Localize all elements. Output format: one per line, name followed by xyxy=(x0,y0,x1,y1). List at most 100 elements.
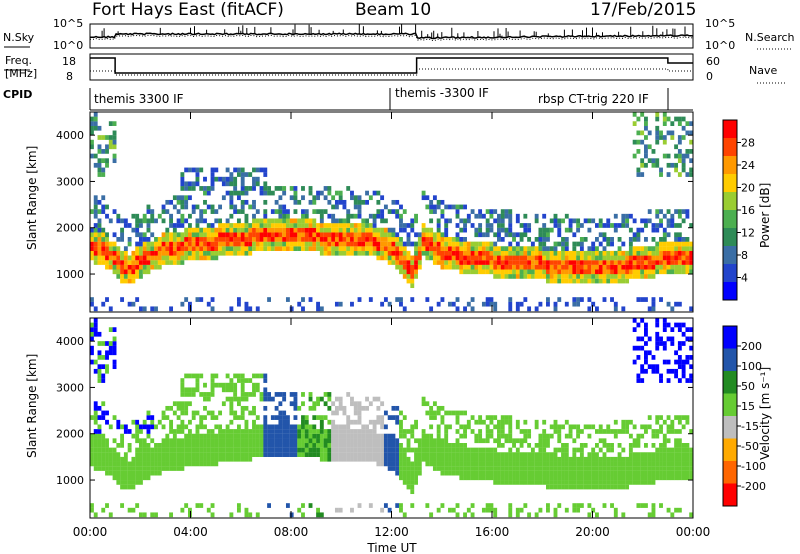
velocity-cell xyxy=(342,456,347,462)
velocity-cell xyxy=(203,424,207,430)
velocity-cell xyxy=(184,461,189,467)
velocity-cell xyxy=(579,461,584,467)
power-cell xyxy=(180,213,185,219)
velocity-cell xyxy=(123,452,128,457)
velocity-cell xyxy=(610,470,614,476)
velocity-cell xyxy=(606,484,611,490)
power-cell xyxy=(440,297,445,302)
velocity-cell xyxy=(414,438,418,444)
power-cell xyxy=(421,227,426,233)
velocity-cell xyxy=(628,433,633,439)
velocity-cell xyxy=(538,475,543,481)
velocity-cell xyxy=(323,392,328,397)
power-cell xyxy=(154,306,158,312)
velocity-cell xyxy=(138,443,143,448)
velocity-cell xyxy=(485,452,490,457)
velocity-cell xyxy=(123,429,128,434)
velocity-cell xyxy=(681,424,686,430)
x-axis-ticks: 00:00 04:00 08:00 12:00 16:00 20:00 00:00 xyxy=(73,112,710,539)
power-cell xyxy=(429,232,434,238)
velocity-cell xyxy=(380,401,385,407)
power-cell xyxy=(553,246,558,251)
power-cell xyxy=(515,301,520,307)
power-cell xyxy=(677,241,682,247)
power-cell xyxy=(97,232,102,238)
power-cell xyxy=(252,218,256,224)
power-cell xyxy=(293,241,298,247)
velocity-cell xyxy=(689,378,694,383)
velocity-cell xyxy=(417,443,422,448)
velocity-cell xyxy=(184,392,189,397)
power-cell xyxy=(327,223,332,228)
power-cell xyxy=(598,255,603,261)
power-cell xyxy=(108,121,113,126)
power-cell xyxy=(214,237,219,242)
velocity-cell xyxy=(229,378,234,383)
velocity-cell xyxy=(527,480,532,485)
velocity-cell xyxy=(628,466,633,471)
power-cell xyxy=(644,260,648,265)
power-cell xyxy=(319,232,324,238)
velocity-cell xyxy=(572,484,577,490)
power-cell xyxy=(395,260,400,265)
velocity-cell xyxy=(579,503,584,508)
power-cell xyxy=(561,278,565,284)
power-cell xyxy=(451,246,456,251)
velocity-cell xyxy=(172,466,177,471)
velocity-cell xyxy=(97,355,102,360)
power-cell xyxy=(263,209,268,214)
power-cell xyxy=(677,121,682,126)
velocity-cell xyxy=(659,503,663,508)
velocity-cell xyxy=(651,429,656,434)
velocity-cell xyxy=(402,470,407,476)
power-cell xyxy=(681,269,686,275)
power-cell xyxy=(236,241,241,247)
power-cell xyxy=(625,250,630,256)
velocity-cell xyxy=(602,503,607,508)
velocity-cell xyxy=(157,470,162,476)
velocity-cell xyxy=(685,415,690,420)
power-cell xyxy=(436,250,441,256)
power-cell xyxy=(561,255,565,261)
power-cell xyxy=(90,227,94,233)
velocity-cell xyxy=(255,415,260,420)
power-cell xyxy=(123,264,128,270)
velocity-cell xyxy=(598,429,603,434)
power-cell xyxy=(523,227,528,233)
velocity-cell xyxy=(289,452,294,457)
power-cell xyxy=(383,204,388,210)
power-cell xyxy=(391,250,396,256)
power-cell xyxy=(301,227,305,233)
power-cell xyxy=(546,269,550,275)
velocity-cell xyxy=(123,484,128,490)
velocity-cell xyxy=(508,507,513,513)
power-cell xyxy=(470,241,475,247)
power-cell xyxy=(225,223,230,228)
velocity-cell xyxy=(101,447,106,453)
power-cell xyxy=(610,264,614,270)
velocity-cell xyxy=(628,443,633,448)
power-cell xyxy=(270,223,275,228)
velocity-cell xyxy=(493,456,498,462)
velocity-cell xyxy=(602,480,607,485)
velocity-cell xyxy=(481,438,486,444)
velocity-cell xyxy=(112,345,117,351)
y-tick-label: 2000 xyxy=(56,428,84,441)
power-cell xyxy=(621,306,626,312)
power-cell xyxy=(90,241,94,247)
power-cell xyxy=(557,250,562,256)
velocity-cell xyxy=(259,447,264,453)
power-cell xyxy=(666,255,671,261)
velocity-cell xyxy=(519,461,524,467)
power-cell xyxy=(478,269,483,275)
velocity-cells xyxy=(90,318,694,518)
velocity-cell xyxy=(421,443,426,448)
velocity-cell xyxy=(361,447,366,453)
velocity-cell xyxy=(572,507,577,513)
velocity-cell xyxy=(421,433,426,439)
velocity-cell xyxy=(304,447,309,453)
power-cell xyxy=(542,213,547,219)
power-cell xyxy=(252,176,256,182)
power-cell xyxy=(172,260,177,265)
power-cell xyxy=(474,260,479,265)
